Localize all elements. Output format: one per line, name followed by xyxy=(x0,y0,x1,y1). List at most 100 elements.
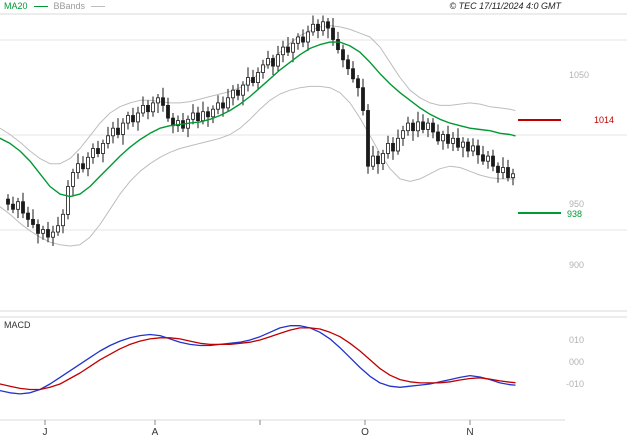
candle-body xyxy=(91,148,95,158)
candle-body xyxy=(106,135,110,144)
candle-body xyxy=(376,155,380,165)
candle-body xyxy=(471,145,475,152)
candle-body xyxy=(211,108,215,118)
macd-axis-label: 000 xyxy=(569,357,584,367)
bbands-legend-label: BBands xyxy=(53,1,86,11)
candle-body xyxy=(316,23,320,31)
candle-body xyxy=(236,89,240,96)
candle-body xyxy=(161,97,165,106)
candle-body xyxy=(306,31,310,43)
month-label: O xyxy=(361,427,369,438)
chart-legend: MA20 BBands xyxy=(4,1,106,12)
candle-body xyxy=(216,102,220,110)
candle-body xyxy=(221,102,225,109)
candle-body xyxy=(431,122,435,133)
candle-body xyxy=(156,97,160,104)
candle-body xyxy=(226,97,230,109)
candle-body xyxy=(141,105,145,114)
candle-body xyxy=(61,213,65,227)
candle-body xyxy=(366,110,370,167)
candle-body xyxy=(441,134,445,142)
candle-body xyxy=(206,111,210,118)
candle-body xyxy=(436,131,440,142)
candle-body xyxy=(331,27,335,40)
candle-body xyxy=(111,127,115,137)
macd-axis-label: 010 xyxy=(569,335,584,345)
candle-body xyxy=(351,68,355,80)
candle-body xyxy=(416,121,420,132)
candle-body xyxy=(86,156,90,170)
price-axis-label: 938 xyxy=(567,209,582,219)
candle-body xyxy=(391,142,395,152)
price-axis-label: 950 xyxy=(569,199,584,209)
candle-body xyxy=(401,130,405,139)
month-label: J xyxy=(43,427,48,438)
macd-axis-label: -010 xyxy=(566,379,584,389)
bollinger-lower-line xyxy=(0,85,516,247)
candle-body xyxy=(76,163,80,173)
candle-body xyxy=(346,59,350,70)
candle-body xyxy=(101,142,105,154)
candle-body xyxy=(146,105,150,113)
candle-body xyxy=(511,173,515,179)
candle-body xyxy=(356,78,360,89)
candle-body xyxy=(51,231,55,238)
candle-body xyxy=(406,122,410,132)
candle-body xyxy=(336,39,340,51)
candle-body xyxy=(231,89,235,99)
candle-body xyxy=(121,122,125,135)
candle-body xyxy=(36,224,40,234)
candle-body xyxy=(286,46,290,53)
candle-body xyxy=(446,134,450,144)
candle-body xyxy=(281,46,285,56)
candle-body xyxy=(276,54,280,67)
candle-body xyxy=(256,72,260,84)
candle-body xyxy=(506,167,510,179)
candle-body xyxy=(246,77,250,86)
candle-body xyxy=(116,127,120,135)
candle-body xyxy=(56,225,60,233)
candle-body xyxy=(496,165,500,173)
candle-body xyxy=(321,21,325,32)
candle-body xyxy=(296,36,300,44)
candle-body xyxy=(26,212,30,220)
candle-body xyxy=(476,145,480,156)
candle-body xyxy=(66,186,70,215)
macd-line xyxy=(0,325,516,395)
candle-body xyxy=(11,203,15,210)
candle-body xyxy=(166,105,170,119)
candle-body xyxy=(381,153,385,165)
candle-body xyxy=(486,155,490,162)
candle-body xyxy=(311,23,315,33)
candle-body xyxy=(176,120,180,127)
candle-body xyxy=(481,154,485,162)
candle-body xyxy=(31,218,35,225)
candle-body xyxy=(21,201,25,214)
candle-body xyxy=(386,142,390,154)
candle-body xyxy=(426,122,430,130)
candle-body xyxy=(16,201,20,210)
price-axis-label: 1050 xyxy=(569,70,589,80)
candle-body xyxy=(361,87,365,111)
candle-body xyxy=(466,141,470,152)
candle-body xyxy=(46,229,50,238)
candle-body xyxy=(191,112,195,120)
candle-body xyxy=(396,137,400,152)
price-axis-label: 1014 xyxy=(594,115,614,125)
candle-body xyxy=(421,121,425,130)
candle-body xyxy=(126,115,130,124)
macd-signal-line xyxy=(0,327,516,391)
ma20-line xyxy=(0,41,516,198)
macd-panel-label: MACD xyxy=(4,320,31,330)
ma20-line-swatch xyxy=(33,6,48,7)
candle-body xyxy=(301,36,305,43)
bbands-line-swatch xyxy=(91,6,106,7)
candle-body xyxy=(241,84,245,96)
candle-body xyxy=(6,198,10,205)
candle-body xyxy=(491,155,495,167)
candle-body xyxy=(461,141,465,148)
candle-body xyxy=(501,167,505,173)
price-axis-label: 900 xyxy=(569,260,584,270)
ma20-legend-label: MA20 xyxy=(4,1,28,11)
